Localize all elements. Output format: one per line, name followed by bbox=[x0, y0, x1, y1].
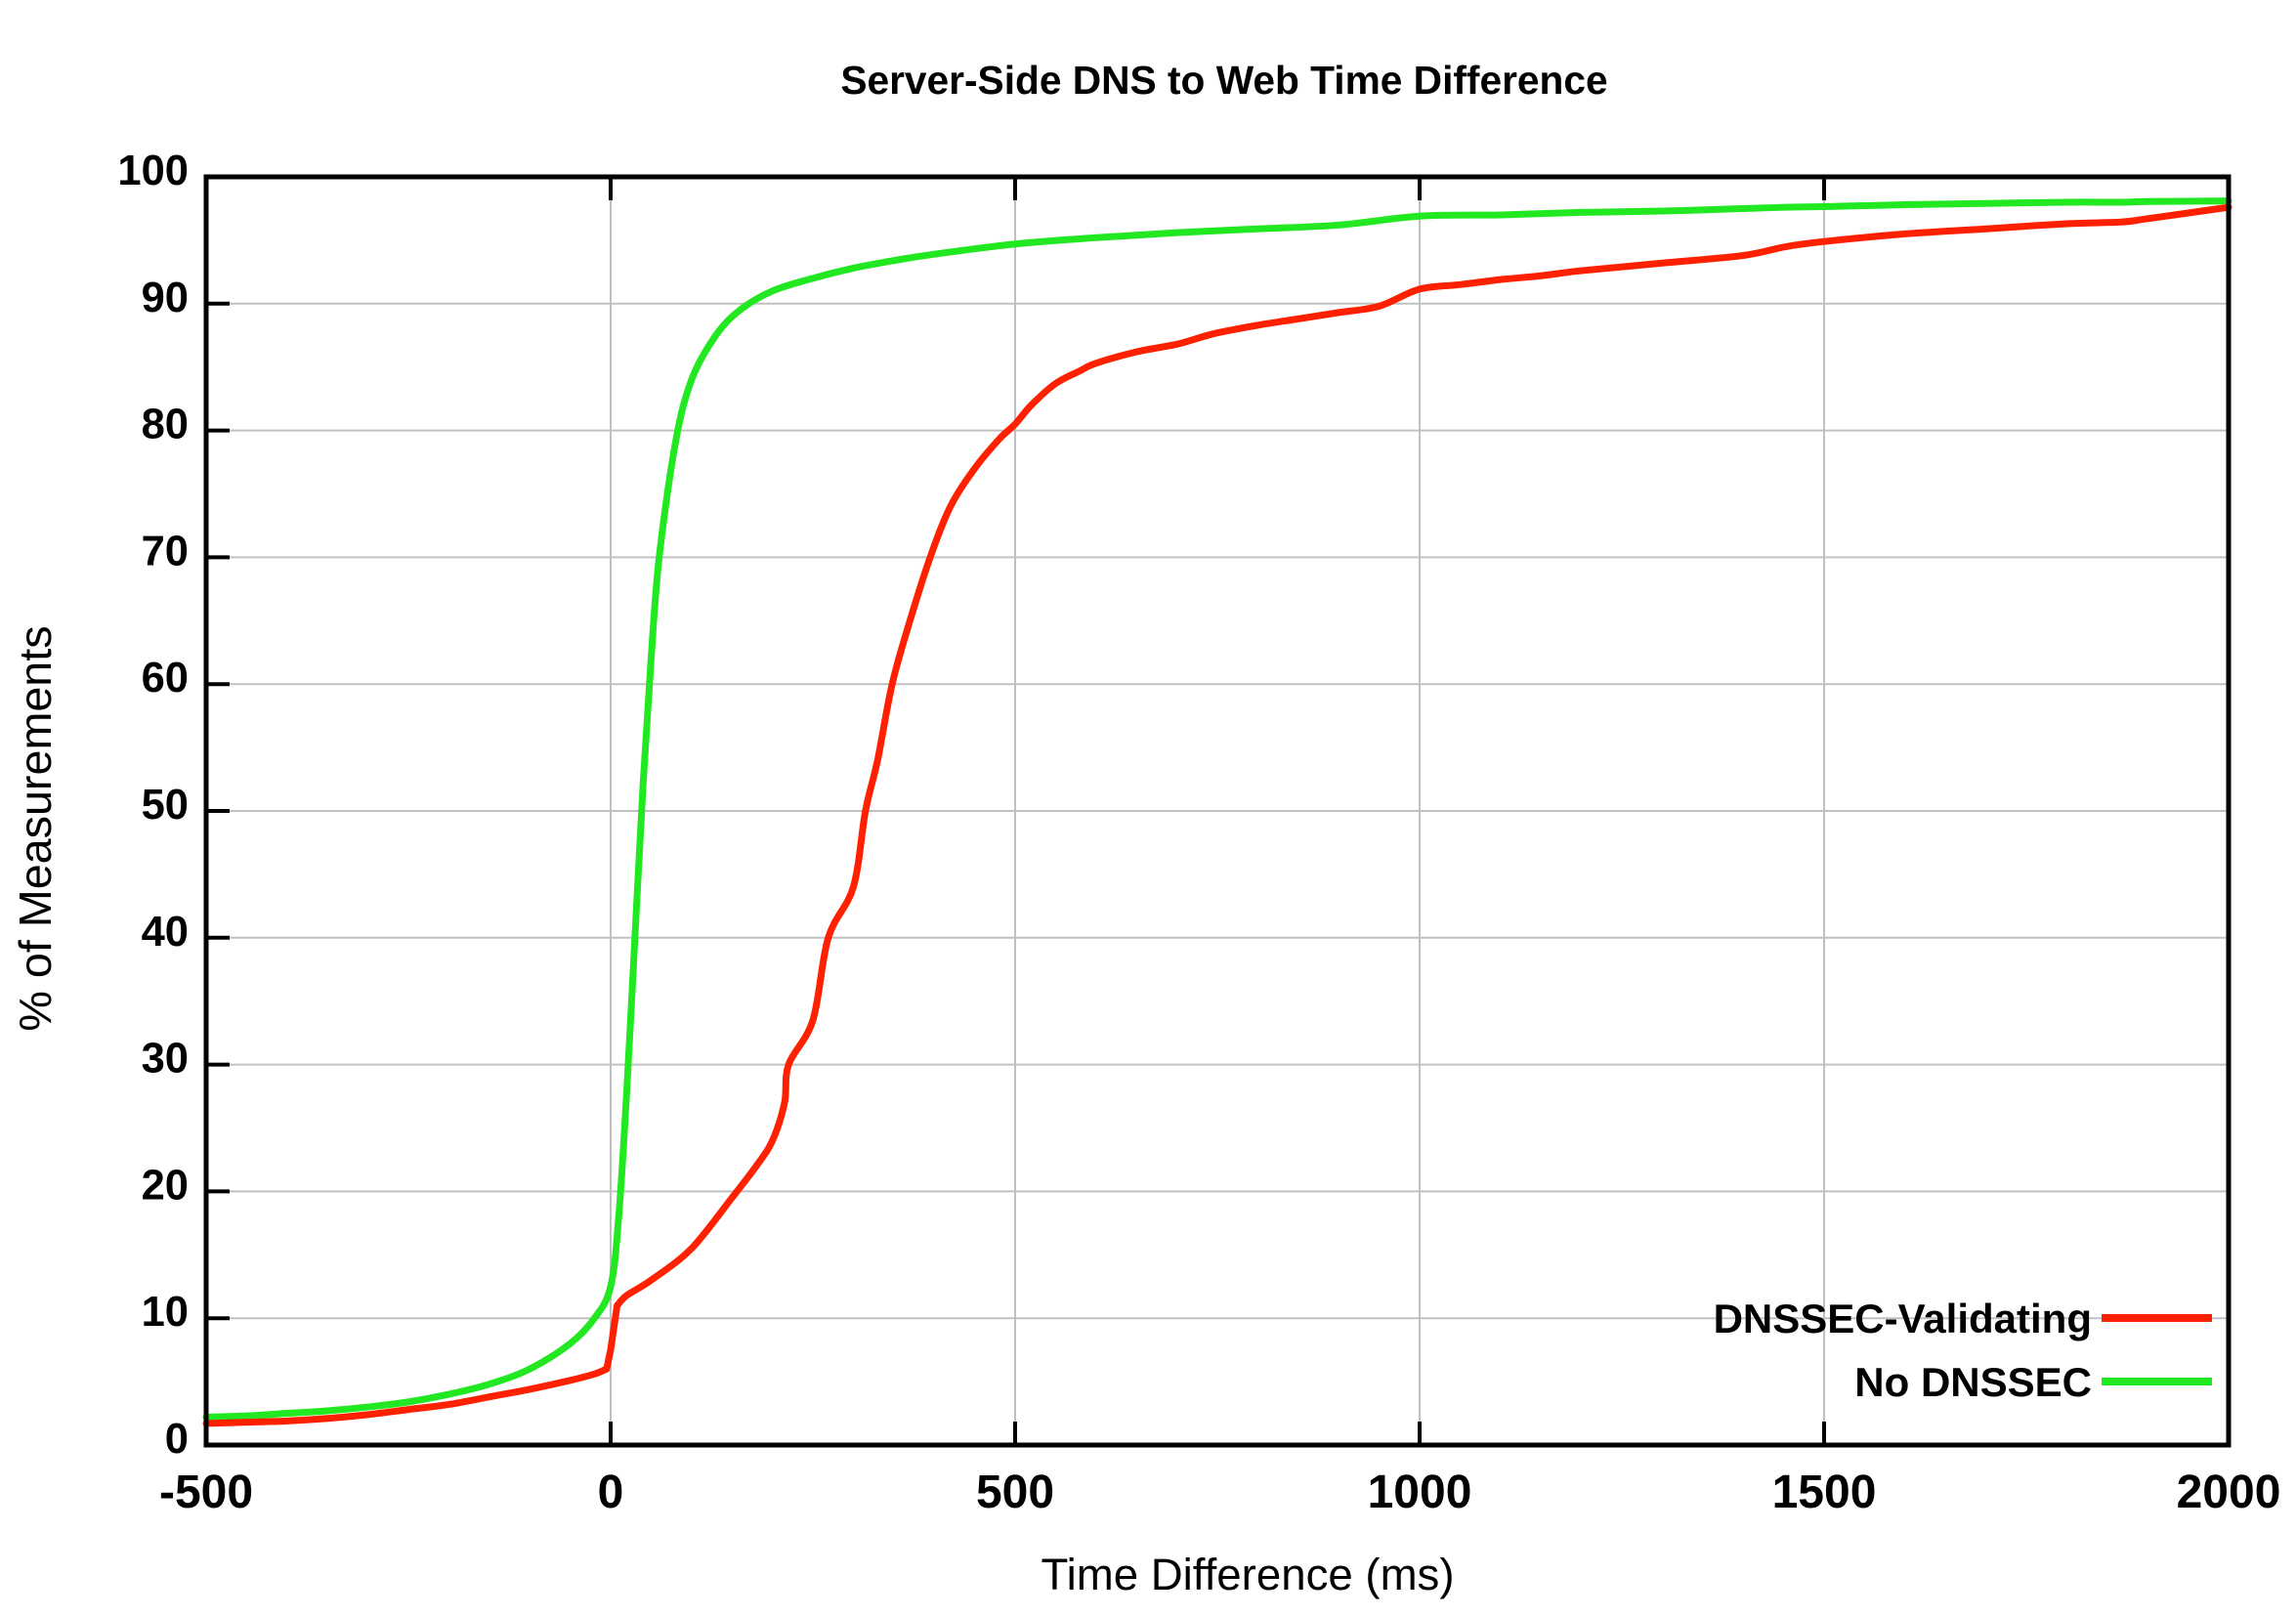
svg-text:50: 50 bbox=[142, 782, 189, 829]
svg-text:DNSSEC-Validating: DNSSEC-Validating bbox=[1714, 1296, 2092, 1341]
svg-text:0: 0 bbox=[598, 1467, 624, 1518]
svg-text:30: 30 bbox=[142, 1036, 189, 1083]
svg-text:Time Difference (ms): Time Difference (ms) bbox=[1041, 1550, 1454, 1599]
svg-text:500: 500 bbox=[976, 1467, 1054, 1518]
svg-text:60: 60 bbox=[142, 655, 189, 702]
svg-text:100: 100 bbox=[117, 148, 189, 194]
svg-text:% of Measurements: % of Measurements bbox=[10, 625, 61, 1031]
svg-text:1500: 1500 bbox=[1772, 1467, 1877, 1518]
svg-text:1000: 1000 bbox=[1368, 1467, 1472, 1518]
svg-text:20: 20 bbox=[142, 1162, 189, 1209]
svg-text:Server-Side DNS to Web Time Di: Server-Side DNS to Web Time Difference bbox=[840, 58, 1607, 103]
svg-text:0: 0 bbox=[165, 1416, 189, 1463]
svg-text:90: 90 bbox=[142, 275, 189, 321]
svg-text:10: 10 bbox=[142, 1289, 189, 1336]
svg-text:70: 70 bbox=[142, 528, 189, 574]
svg-text:-500: -500 bbox=[159, 1467, 253, 1518]
svg-text:80: 80 bbox=[142, 402, 189, 448]
svg-text:No DNSSEC: No DNSSEC bbox=[1854, 1359, 2092, 1405]
svg-text:40: 40 bbox=[142, 909, 189, 956]
svg-text:2000: 2000 bbox=[2177, 1467, 2281, 1518]
